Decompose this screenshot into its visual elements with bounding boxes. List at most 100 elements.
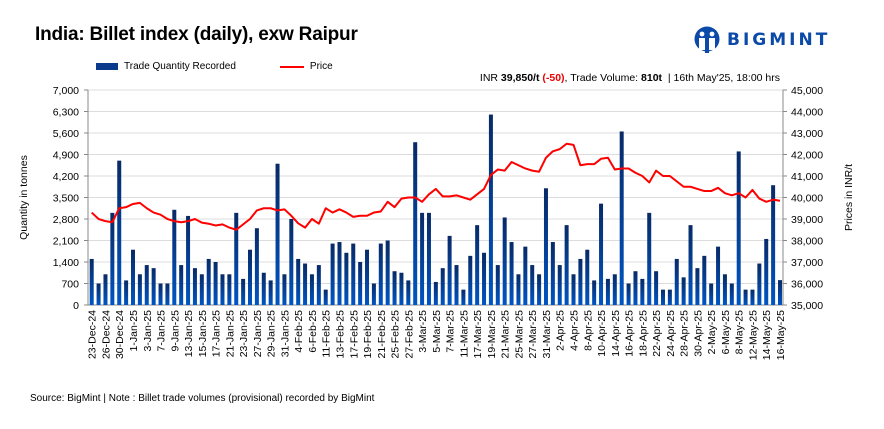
bar	[543, 188, 548, 305]
bar	[564, 225, 569, 305]
bar	[385, 240, 390, 305]
bar	[557, 265, 562, 305]
x-tick-label: 19-Feb-25	[362, 310, 374, 359]
left-tick-label: 1,400	[53, 257, 79, 269]
bar	[516, 274, 521, 305]
bar	[282, 274, 287, 305]
bar	[461, 289, 466, 305]
bar	[213, 262, 218, 305]
bar	[736, 151, 741, 305]
x-tick-label: 14-May-25	[761, 310, 773, 360]
timestamp: | 16th May'25, 18:00 hrs	[662, 72, 780, 84]
x-tick-label: 26-Dec-24	[100, 310, 112, 359]
bar	[192, 268, 197, 305]
bar	[757, 263, 762, 305]
bar	[502, 217, 507, 305]
x-tick-label: 31-Jan-25	[279, 310, 291, 357]
bar	[688, 225, 693, 305]
left-tick-label: 7,000	[53, 85, 79, 97]
bar	[289, 219, 294, 305]
bar	[454, 265, 459, 305]
x-tick-label: 10-Apr-25	[596, 310, 608, 357]
right-tick-label: 39,000	[791, 214, 823, 226]
right-tick-label: 41,000	[791, 171, 823, 183]
x-tick-label: 2-Apr-25	[555, 310, 567, 351]
bar	[351, 243, 356, 305]
volume-label: , Trade Volume:	[564, 72, 642, 84]
x-tick-label: 18-Apr-25	[637, 310, 649, 357]
bar	[179, 265, 184, 305]
x-tick-label: 14-Apr-25	[610, 310, 622, 357]
right-tick-label: 36,000	[791, 279, 823, 291]
bar	[488, 114, 493, 305]
bar	[716, 246, 721, 305]
bar	[344, 252, 349, 305]
x-tick-label: 4-Apr-25	[569, 310, 581, 351]
bar	[523, 246, 528, 305]
bar	[89, 258, 94, 305]
x-tick-label: 19-Mar-25	[486, 310, 498, 359]
bar	[426, 212, 431, 305]
x-tick-label: 4-Feb-25	[293, 310, 305, 353]
x-tick-label: 5-Mar-25	[431, 310, 443, 353]
bar	[165, 283, 170, 305]
latest-price: 39,850/t	[500, 72, 540, 84]
x-tick-label: 13-Jan-25	[183, 310, 195, 357]
x-tick-label: 11-Mar-25	[458, 310, 470, 358]
bar	[702, 255, 707, 305]
x-tick-label: 13-Feb-25	[334, 310, 346, 359]
right-tick-label: 43,000	[791, 128, 823, 140]
x-tick-label: 27-Jan-25	[252, 310, 264, 357]
bar	[612, 274, 617, 305]
bigmint-people-icon	[694, 26, 720, 53]
trade-volume: 810t	[641, 72, 663, 84]
right-axis-title: Prices in INR/t	[843, 164, 855, 231]
bar	[440, 268, 445, 305]
x-tick-label: 11-Feb-25	[321, 310, 333, 358]
bar	[117, 160, 122, 305]
bar	[475, 225, 480, 305]
bar	[605, 278, 610, 305]
bar	[110, 212, 115, 305]
left-tick-label: 4,900	[53, 150, 79, 162]
bar	[578, 258, 583, 305]
bar	[309, 274, 314, 305]
bar	[261, 272, 266, 305]
x-tick-label: 21-Feb-25	[376, 310, 388, 359]
x-tick-label: 22-Apr-25	[651, 310, 663, 357]
bar	[227, 274, 232, 305]
bar	[241, 278, 246, 305]
bar	[599, 203, 604, 305]
bar	[144, 265, 149, 305]
x-tick-label: 12-May-25	[747, 310, 759, 360]
bar	[647, 212, 652, 305]
x-tick-label: 3-Mar-25	[417, 310, 429, 353]
bar	[151, 268, 156, 305]
currency-label: INR	[479, 72, 501, 84]
x-tick-label: 23-Jan-25	[238, 310, 250, 357]
x-tick-label: 3-Jan-25	[142, 310, 154, 352]
bar	[137, 274, 142, 305]
price-change: (-50)	[542, 72, 565, 84]
bar	[681, 277, 686, 305]
legend-line-label: Price	[309, 61, 333, 72]
bar	[358, 262, 363, 305]
bar	[722, 274, 727, 305]
bar	[592, 280, 597, 305]
x-tick-label: 29-Jan-25	[266, 310, 278, 357]
x-tick-label: 7-Jan-25	[156, 310, 168, 352]
bar	[316, 265, 321, 305]
left-tick-label: 5,600	[53, 128, 79, 140]
logo-text: BIGMINT	[727, 30, 831, 50]
price-summary: INR 39,850/t (-50), Trade Volume: 810t |…	[480, 72, 780, 84]
x-tick-label: 21-Jan-25	[224, 310, 236, 357]
bar	[371, 283, 376, 305]
bar	[537, 274, 542, 305]
bar	[399, 272, 404, 305]
bar	[330, 243, 335, 305]
bar	[626, 283, 631, 305]
right-tick-label: 38,000	[791, 236, 823, 248]
x-tick-label: 28-Apr-25	[679, 310, 691, 357]
bar	[275, 163, 280, 305]
x-tick-label: 16-May-25	[775, 310, 787, 360]
